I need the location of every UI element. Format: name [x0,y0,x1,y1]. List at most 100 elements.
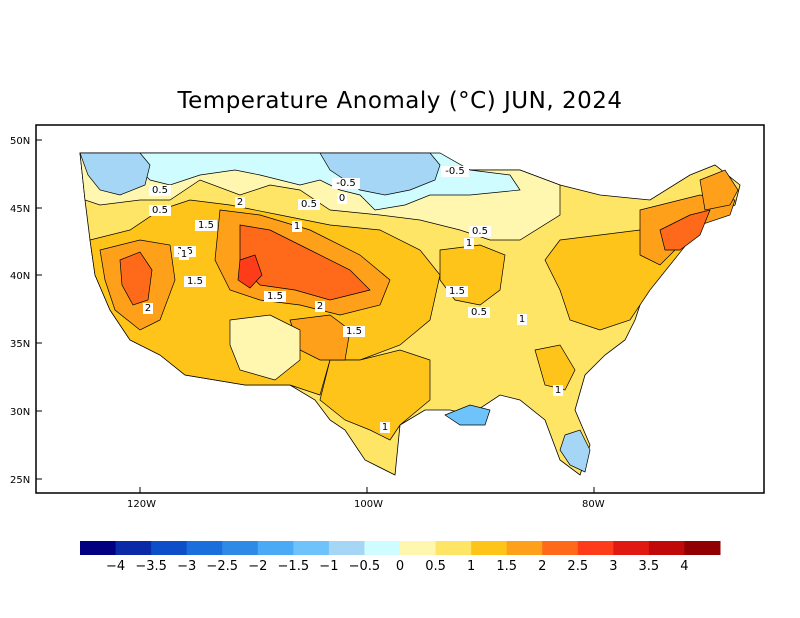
lon-tick-80w: 80W [582,499,605,510]
colorbar-label: −1.5 [278,559,310,574]
svg-text:1.5: 1.5 [346,326,362,337]
contour-label: 1 [553,385,563,396]
contour-label: 1 [292,221,302,232]
colorbar-swatch [222,541,259,555]
contour-label: 1.5 [343,326,365,337]
contour-label: 0 [337,193,347,204]
colorbar-label: 2.5 [567,559,588,574]
colorbar-swatch [293,541,330,555]
hot-core-northeast [659,209,711,251]
colorbar-label: −1 [319,559,338,574]
colorbar-label: 0.5 [425,559,446,574]
svg-text:1.5: 1.5 [267,291,283,302]
cool-florida [559,429,591,473]
contour-label: -0.5 [332,178,360,189]
contour-label: 1.5 [184,276,206,287]
colorbar-swatch [364,541,401,555]
contour-label: 1 [517,314,527,325]
lat-tick-35n: 35N [10,339,30,350]
colorbar-swatch [648,541,685,555]
lat-tick-40n: 40N [10,271,30,282]
svg-text:1.5: 1.5 [198,220,214,231]
svg-text:2: 2 [237,197,243,208]
lon-tick-100w: 100W [354,499,383,510]
svg-text:0.5: 0.5 [472,226,488,237]
colorbar-label: 4 [680,559,688,574]
colorbar-label: −3 [177,559,196,574]
colorbar-swatch [80,541,117,555]
colorbar: −4 −3.5 −3 −2.5 −2 −1.5 −1 −0.5 0 0.5 1 1.5 2 2.5 3 3.5… [80,541,721,574]
contour-label: 1.5 [195,220,217,231]
svg-text:-0.5: -0.5 [336,178,356,189]
svg-text:0: 0 [339,193,345,204]
contour-label: 1.5 [446,286,468,297]
svg-text:0.5: 0.5 [471,307,487,318]
svg-text:1.5: 1.5 [187,276,203,287]
colorbar-label: −4 [106,559,125,574]
colorbar-swatch [115,541,152,555]
colorbar-label: 0 [396,559,404,574]
lat-ticks: 50N 45N 40N 35N 30N 25N [10,136,42,486]
colorbar-swatch [613,541,650,555]
lat-tick-30n: 30N [10,407,30,418]
svg-text:0.5: 0.5 [152,185,168,196]
colorbar-swatch [186,541,223,555]
contour-label: -0.5 [441,166,469,177]
warm-southeast [534,344,576,391]
svg-text:0.5: 0.5 [301,199,317,210]
colorbar-swatch [435,541,472,555]
contour-label: 1 [380,422,390,433]
svg-text:1: 1 [466,238,472,249]
lat-tick-50n: 50N [10,136,30,147]
colorbar-swatch [257,541,294,555]
contour-label: 1 [464,238,474,249]
lon-ticks: 120W 100W 80W [127,487,605,510]
colorbar-swatch [506,541,543,555]
contour-label: 0.5 [149,185,171,196]
colorbar-swatch [542,541,579,555]
svg-text:1.5: 1.5 [449,286,465,297]
colorbar-label: −0.5 [349,559,381,574]
svg-text:-0.5: -0.5 [445,166,465,177]
contour-label: 2 [235,197,245,208]
svg-text:1: 1 [555,385,561,396]
colorbar-label: −2.5 [206,559,238,574]
svg-text:1: 1 [181,249,187,260]
svg-text:0.5: 0.5 [152,205,168,216]
contour-label: 0.5 [468,307,490,318]
lon-tick-120w: 120W [127,499,156,510]
chart-title: Temperature Anomaly (°C) JUN, 2024 [177,88,623,114]
colorbar-swatch [328,541,365,555]
hot-core-nevada [119,251,153,306]
hot-core-center [237,254,263,289]
colorbar-swatch [577,541,614,555]
colorbar-label: 3.5 [639,559,660,574]
colorbar-label: 3 [609,559,617,574]
lat-tick-25n: 25N [10,475,30,486]
svg-text:1: 1 [519,314,525,325]
svg-text:2: 2 [317,301,323,312]
cool-blue-gulf [444,404,491,426]
hot-maine [699,169,739,211]
colorbar-swatch [471,541,508,555]
contour-labels: 0.5 0.5 1.5 1.5 2 0.5 0 -0.5 1 1 -0.5 1 1.5 2 1.5 2 1.5 1… [143,166,563,433]
colorbar-label: 2 [538,559,546,574]
contour-label: 2 [143,303,153,314]
contour-label: 0.5 [469,226,491,237]
colorbar-label: 1.5 [496,559,517,574]
colorbar-swatch [684,541,721,555]
cool-blue-north [319,152,441,196]
svg-text:1: 1 [294,221,300,232]
svg-text:1: 1 [382,422,388,433]
cool-southwest [229,314,301,381]
warm-south-texas [319,349,431,441]
colorbar-label: −2 [248,559,267,574]
contour-label: 0.5 [298,199,320,210]
contour-label: 1.5 [264,291,286,302]
contour-label: 1 [179,249,189,260]
contour-label: 2 [315,301,325,312]
contour-label: 0.5 [149,205,171,216]
lat-tick-45n: 45N [10,204,30,215]
colorbar-label: −3.5 [135,559,167,574]
